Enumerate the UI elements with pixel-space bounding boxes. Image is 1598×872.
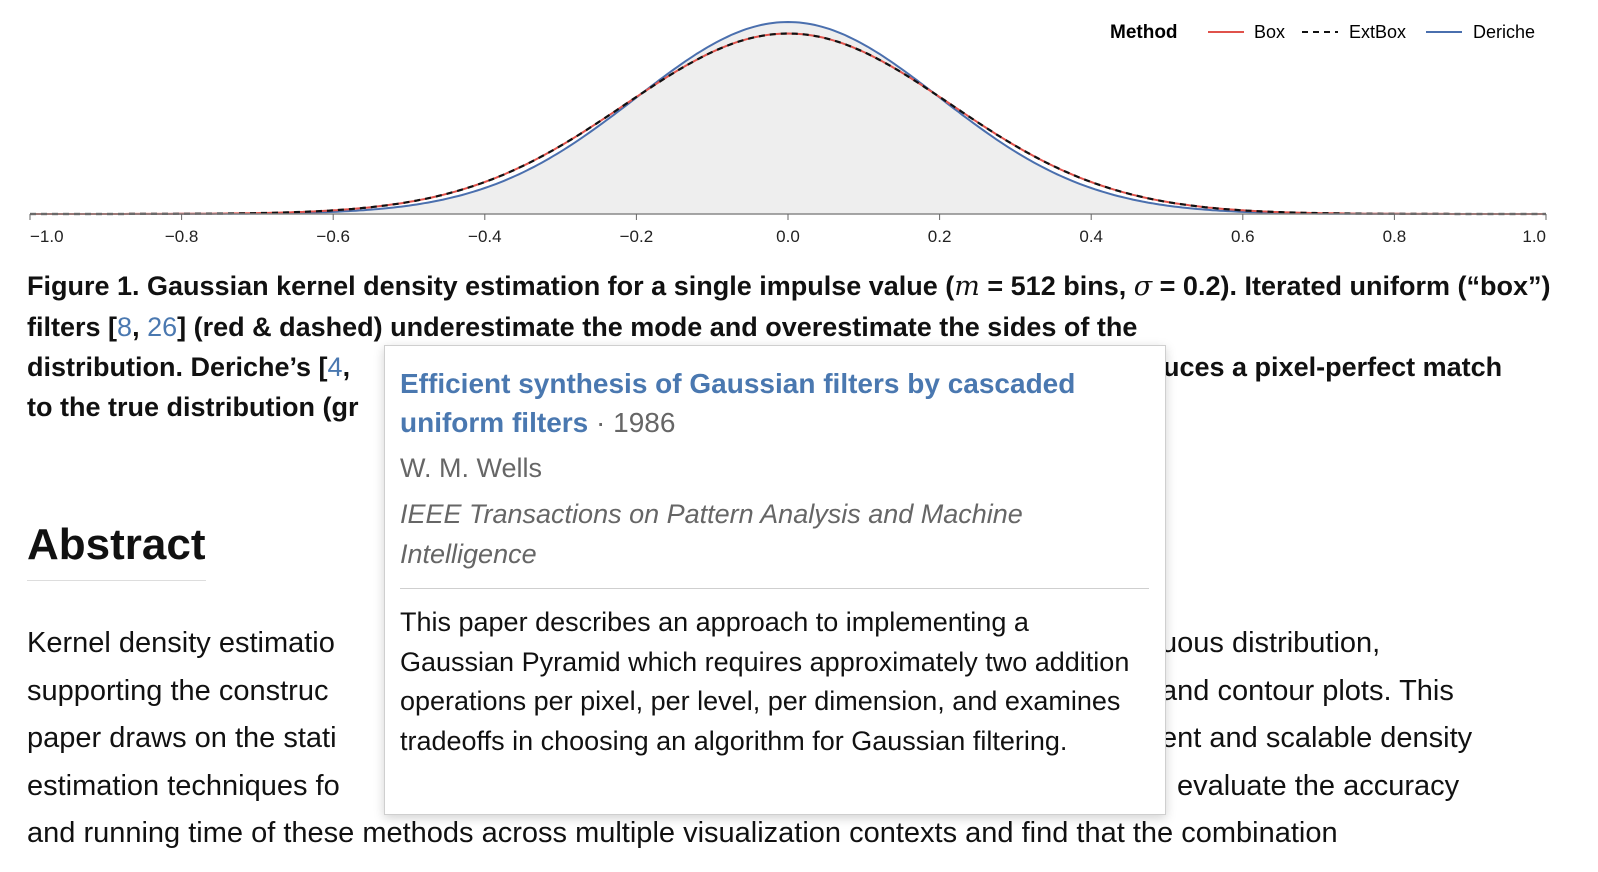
- abstract-line: estimation techniques fo evaluate the acc…: [27, 769, 1460, 802]
- abstract-line: and running time of these methods across…: [27, 817, 1338, 849]
- caption-text: distribution. Deriche’s [: [27, 352, 328, 382]
- x-tick-label: −1.0: [30, 227, 64, 246]
- citation-link-26[interactable]: 26: [147, 312, 178, 342]
- caption-text: = 0.2). Iterated uniform (“box”) filters…: [27, 271, 1551, 342]
- density-area: [30, 22, 1546, 214]
- x-tick-label: −0.6: [316, 227, 350, 246]
- abstract-line: supporting the construc and contour plots…: [27, 674, 1454, 707]
- tooltip-divider: [400, 588, 1149, 589]
- tooltip-abstract: This paper describes an approach to impl…: [400, 607, 1130, 756]
- x-tick-label: −0.2: [620, 227, 654, 246]
- abstract-heading: Abstract: [27, 516, 206, 581]
- abstract-text: Kernel density estimatio uous distributio…: [27, 620, 1572, 858]
- x-tick-label: 1.0: [1522, 227, 1546, 246]
- tooltip-heading: Efficient synthesis of Gaussian filters …: [400, 364, 1149, 442]
- legend: Method Box ExtBox Deriche: [1110, 22, 1535, 43]
- abstract-line: paper draws on the stati ent and scalable…: [27, 722, 1473, 754]
- x-tick-label: 0.0: [776, 227, 800, 246]
- legend-label-extbox: ExtBox: [1349, 22, 1406, 42]
- caption-math-sigma: σ: [1133, 271, 1153, 302]
- x-tick-label: −0.8: [165, 227, 199, 246]
- legend-label-deriche: Deriche: [1473, 22, 1535, 42]
- citation-tooltip: Efficient synthesis of Gaussian filters …: [384, 345, 1166, 815]
- legend-label-box: Box: [1254, 22, 1285, 42]
- citation-link-4[interactable]: 4: [327, 352, 343, 382]
- caption-text: ,: [342, 352, 351, 382]
- citation-link-8[interactable]: 8: [117, 312, 133, 342]
- caption-text: uces a pixel-perfect match: [1163, 352, 1503, 382]
- caption-text: Figure 1. Gaussian kernel density estima…: [27, 271, 955, 301]
- caption-text: to the true distribution (gr: [27, 392, 359, 422]
- caption-text: ,: [132, 312, 148, 342]
- plot-area: [30, 20, 1546, 216]
- x-tick-label: 0.6: [1231, 227, 1255, 246]
- caption-text: ] (red & dashed) underestimate the mode …: [177, 312, 1138, 342]
- x-tick-label: −0.4: [468, 227, 502, 246]
- tooltip-authors: W. M. Wells: [400, 453, 543, 483]
- x-tick-label: 0.2: [928, 227, 952, 246]
- caption-math-m: m: [954, 271, 980, 302]
- tooltip-venue: IEEE Transactions on Pattern Analysis an…: [400, 499, 1023, 569]
- figure-caption: Figure 1. Gaussian kernel density estima…: [27, 266, 1572, 427]
- tooltip-title-link[interactable]: Efficient synthesis of Gaussian filters …: [400, 368, 1076, 438]
- caption-text: = 512 bins,: [979, 271, 1134, 301]
- density-chart: −1.0 −0.8 −0.6 −0.4 −0.2 0.0 0.2 0.4 0.6 0.8 1.0 M…: [29, 20, 1547, 246]
- series-line-extbox: [30, 32, 1546, 216]
- legend-title: Method: [1110, 22, 1178, 43]
- x-axis: −1.0 −0.8 −0.6 −0.4 −0.2 0.0 0.2 0.4 0.6 0.8 1.0: [29, 213, 1547, 246]
- tooltip-year: · 1986: [596, 407, 676, 438]
- x-tick-label: 0.4: [1079, 227, 1103, 246]
- x-tick-label: 0.8: [1383, 227, 1407, 246]
- abstract-line: Kernel density estimatio uous distributio…: [27, 627, 1381, 659]
